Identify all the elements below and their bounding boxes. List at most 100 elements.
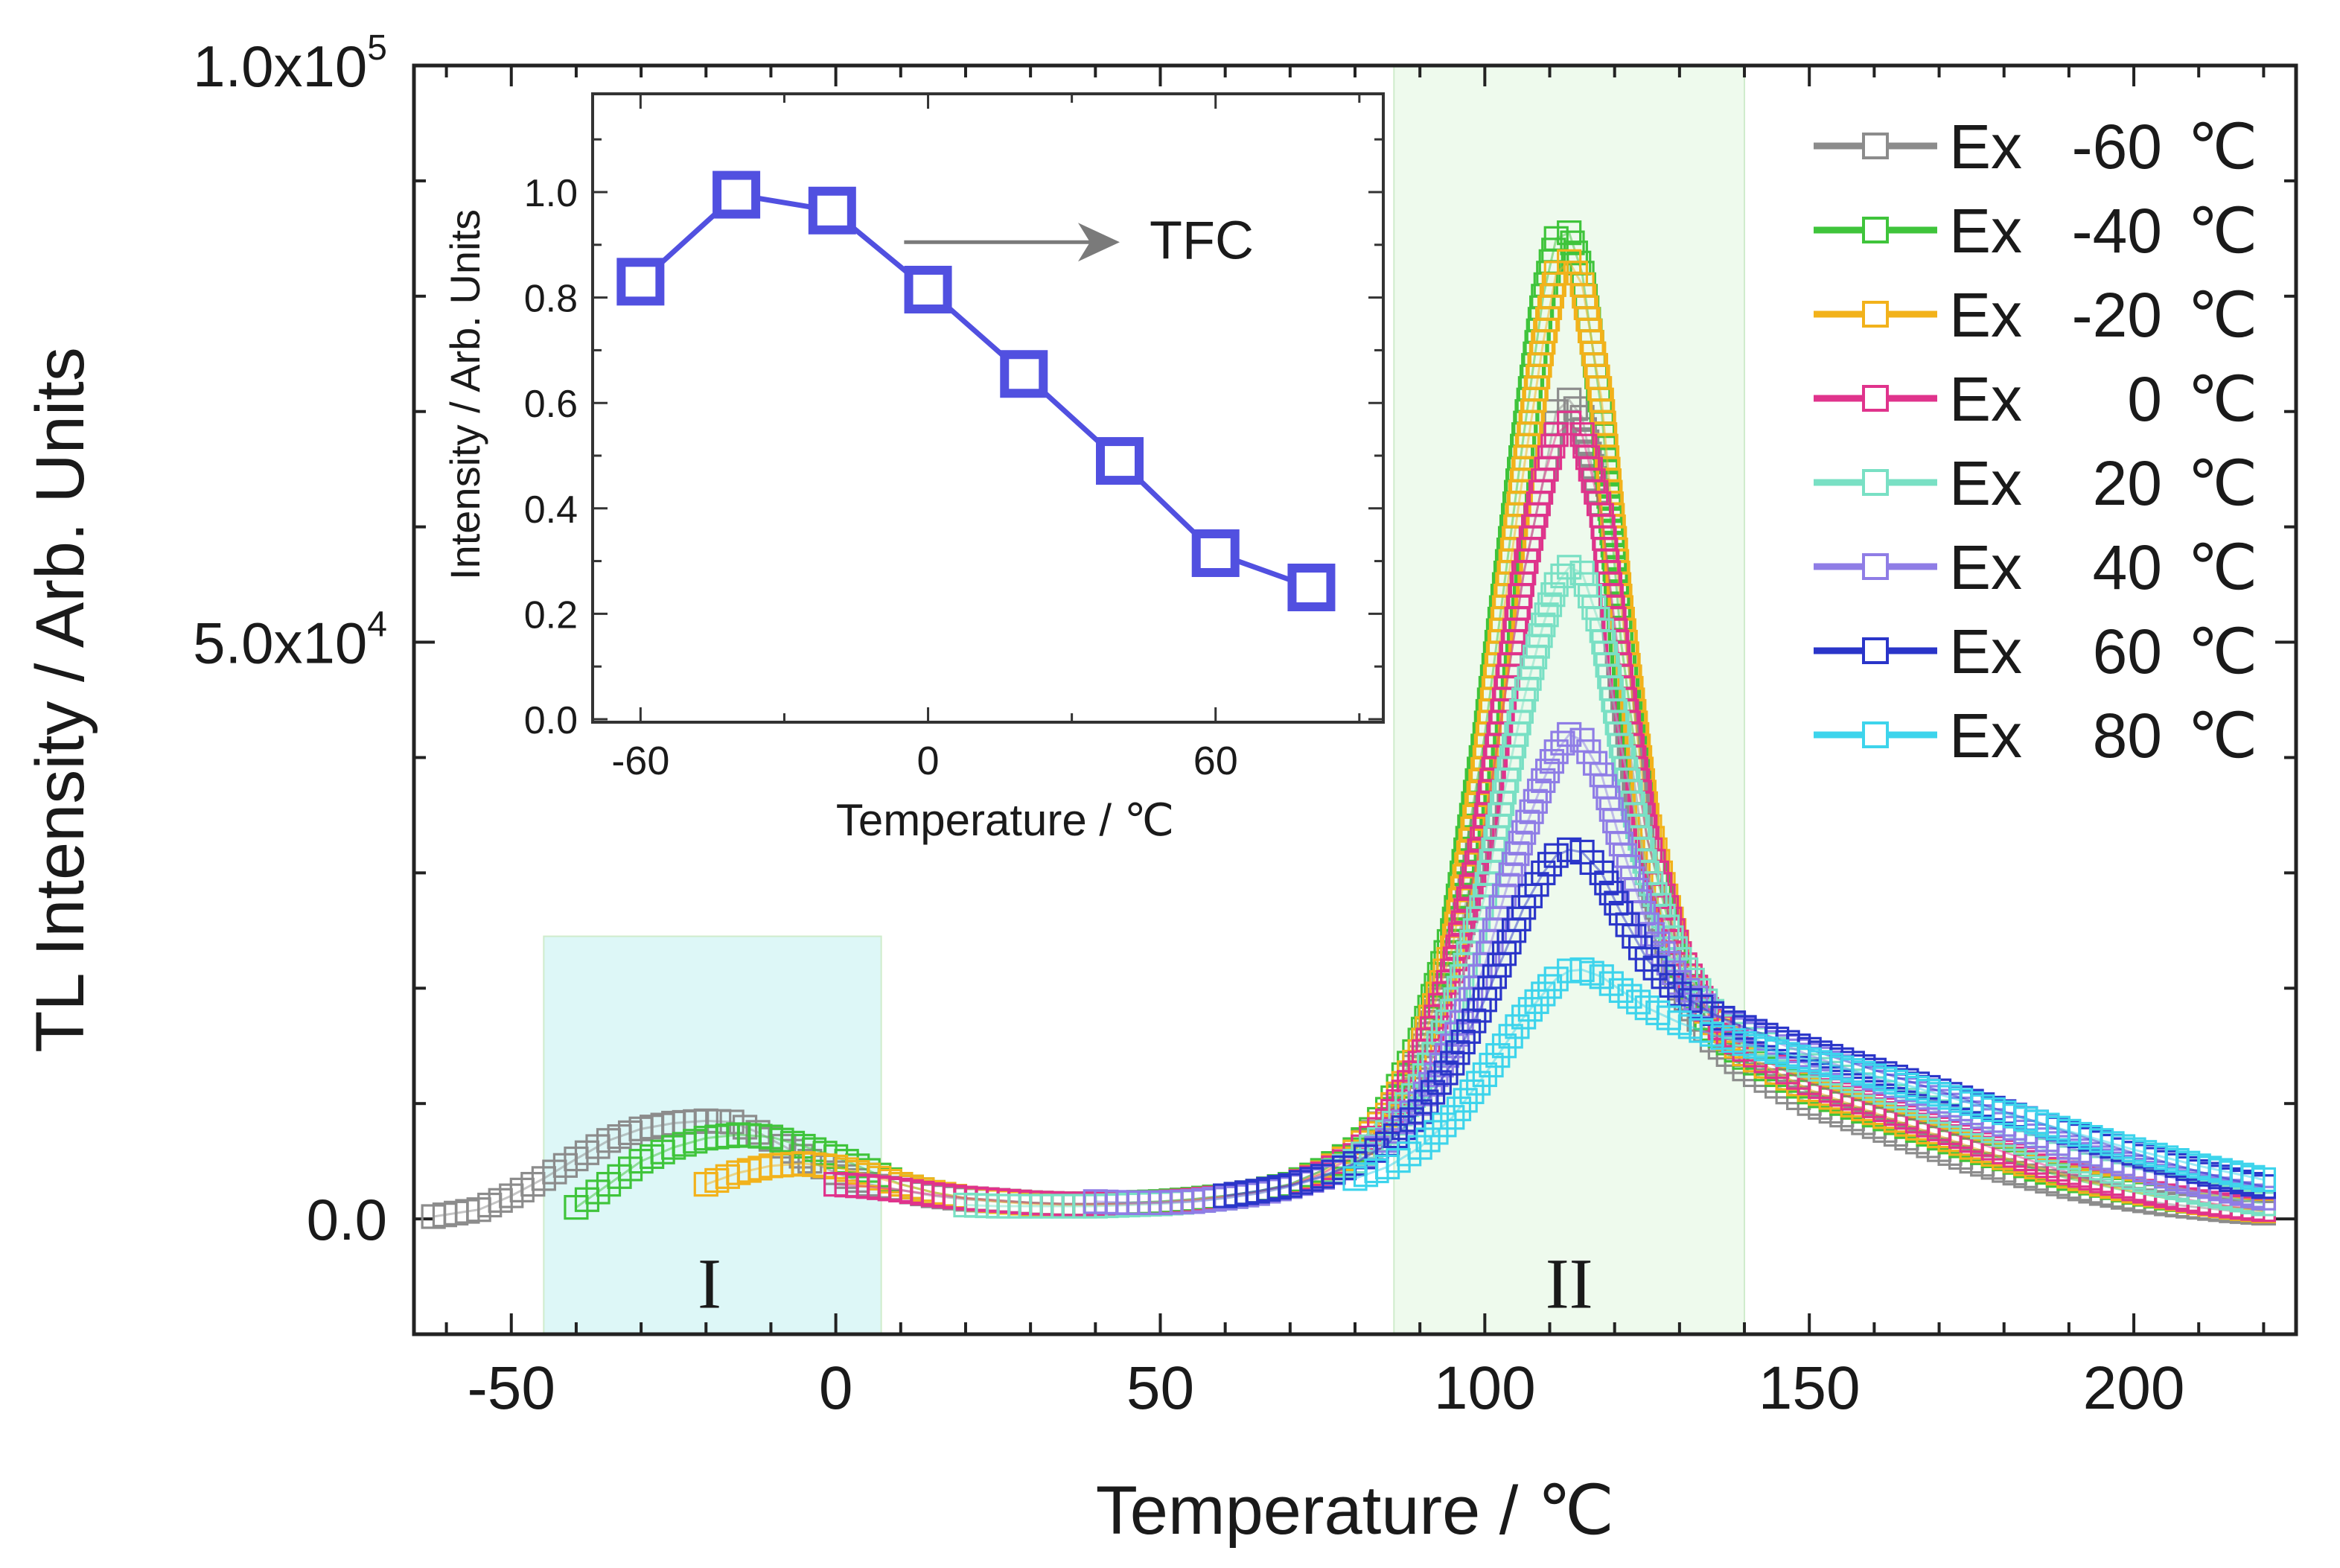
data-point <box>1531 981 1556 1007</box>
inset-x-tick-label: -60 <box>611 739 669 783</box>
main-series-group <box>421 220 2277 1229</box>
data-point <box>1537 852 1563 877</box>
inset-data-point <box>808 186 856 235</box>
data-point <box>719 1109 745 1135</box>
data-point <box>1557 721 1582 748</box>
legend-item: Ex 0 ℃ <box>1814 364 2257 434</box>
data-point <box>1691 993 1717 1019</box>
legend-swatch-marker <box>1862 385 1889 412</box>
legend-label-prefix: Ex <box>1949 448 2022 518</box>
data-point <box>745 1120 771 1145</box>
legend-item: Ex -40 ℃ <box>1814 196 2257 266</box>
tfc-annotation: TFC <box>904 211 1254 270</box>
legend-item: Ex 60 ℃ <box>1814 616 2257 686</box>
inset-data-point <box>904 265 952 313</box>
x-tick-label: 100 <box>1434 1354 1536 1422</box>
inset-y-tick-label: 1.0 <box>524 172 578 215</box>
legend-item: Ex -60 ℃ <box>1814 112 2257 182</box>
legend-label-prefix: Ex <box>1949 364 2022 434</box>
data-point <box>1472 1062 1497 1088</box>
data-point <box>1543 739 1569 765</box>
legend-label-unit: ℃ <box>2187 196 2257 266</box>
data-point <box>1543 226 1569 251</box>
legend-label-value: -60 <box>2072 112 2162 182</box>
inset-chart: -60 0 60 0.0 0.2 0.4 0.6 0.8 1.0 TFC Temperatur… <box>441 92 1385 845</box>
data-point <box>1557 837 1582 862</box>
data-point <box>1569 957 1595 983</box>
inset-x-tick-label: 0 <box>917 739 940 783</box>
inset-y-tick-label: 0.4 <box>524 488 578 532</box>
data-point <box>1531 860 1556 885</box>
data-point <box>1543 966 1569 992</box>
data-point <box>1498 1024 1523 1049</box>
data-point <box>1537 974 1563 999</box>
data-point <box>1517 997 1543 1022</box>
data-point <box>1531 768 1556 794</box>
legend-swatch-marker <box>1862 721 1889 748</box>
inset-y-axis-title: Intensity / Arb. Units <box>441 209 488 580</box>
data-point <box>1415 1127 1441 1153</box>
inset-y-tick-label: 0.0 <box>524 699 578 742</box>
y-tick-label: 5.0x104 <box>193 605 387 676</box>
legend-label-prefix: Ex <box>1949 280 2022 350</box>
legend-label-value: 40 <box>2093 532 2162 602</box>
data-point <box>1399 1107 1424 1132</box>
data-point <box>1524 989 1549 1014</box>
legend-label-value: 20 <box>2093 448 2162 518</box>
data-point <box>1634 946 1660 972</box>
data-point <box>1426 1070 1452 1095</box>
legend-label-value: -40 <box>2072 196 2162 266</box>
data-point <box>1511 1004 1537 1030</box>
legend-label-prefix: Ex <box>1949 616 2022 686</box>
inset-data-point <box>1191 529 1240 577</box>
legend-label-prefix: Ex <box>1949 196 2022 266</box>
legend-swatch-marker <box>1862 217 1889 243</box>
data-point <box>707 1109 732 1134</box>
legend-label-unit: ℃ <box>2187 532 2257 602</box>
data-point <box>1642 955 1668 981</box>
inset-y-tick-label: 0.8 <box>524 278 578 321</box>
legend-label-value: 60 <box>2093 616 2162 686</box>
legend-item: Ex 40 ℃ <box>1814 532 2257 602</box>
legend: Ex -60 ℃ Ex -40 ℃ Ex -20 ℃ Ex 0 ℃ Ex 20 ℃ Ex 40 ℃ Ex 60 ℃ Ex 8… <box>1814 112 2257 771</box>
data-point <box>1563 396 1588 421</box>
main-y-axis-title: TL Intensity / Arb. Units <box>22 347 98 1053</box>
highlight-regions <box>543 65 1746 1335</box>
legend-label-value: -20 <box>2072 280 2162 350</box>
data-point <box>1351 1141 1376 1167</box>
legend-label-unit: ℃ <box>2187 280 2257 350</box>
data-point <box>1414 1089 1439 1115</box>
data-point <box>2251 1167 2277 1193</box>
data-point <box>1383 1123 1409 1149</box>
x-tick-label: 150 <box>1759 1354 1861 1422</box>
legend-swatch-marker <box>1862 133 1889 159</box>
legend-label-value: 0 <box>2127 364 2162 434</box>
inset-plot-frame <box>591 92 1385 724</box>
inset-data-point <box>712 170 761 219</box>
data-point <box>1459 1079 1485 1104</box>
x-tick-label: 0 <box>819 1354 853 1422</box>
data-point <box>1466 1071 1491 1096</box>
main-x-axis-title: Temperature / ℃ <box>1096 1473 1614 1549</box>
tfc-label: TFC <box>1150 211 1254 270</box>
x-tick-label: -50 <box>468 1354 556 1422</box>
legend-item: Ex 20 ℃ <box>1814 448 2257 518</box>
data-point <box>1407 1135 1432 1160</box>
inset-x-axis: -60 0 60 <box>611 94 1361 783</box>
data-point <box>1550 730 1575 756</box>
inset-data-point <box>1096 437 1144 485</box>
data-point <box>1485 1043 1511 1068</box>
x-tick-label: 200 <box>2083 1354 2185 1422</box>
data-point <box>1651 964 1676 989</box>
inset-x-axis-title: Temperature / ℃ <box>836 795 1174 845</box>
y-tick-label: 0.0 <box>307 1187 387 1252</box>
inset-y-tick-label: 0.2 <box>524 593 578 637</box>
data-point <box>1659 972 1684 998</box>
inset-y-axis: 0.0 0.2 0.4 0.6 0.8 1.0 <box>524 138 1383 742</box>
legend-item: Ex 80 ℃ <box>1814 701 2257 771</box>
data-point <box>1505 1014 1530 1039</box>
y-tick-label: 1.0x105 <box>193 28 387 99</box>
data-point <box>1543 572 1569 597</box>
legend-label-prefix: Ex <box>1949 701 2022 771</box>
